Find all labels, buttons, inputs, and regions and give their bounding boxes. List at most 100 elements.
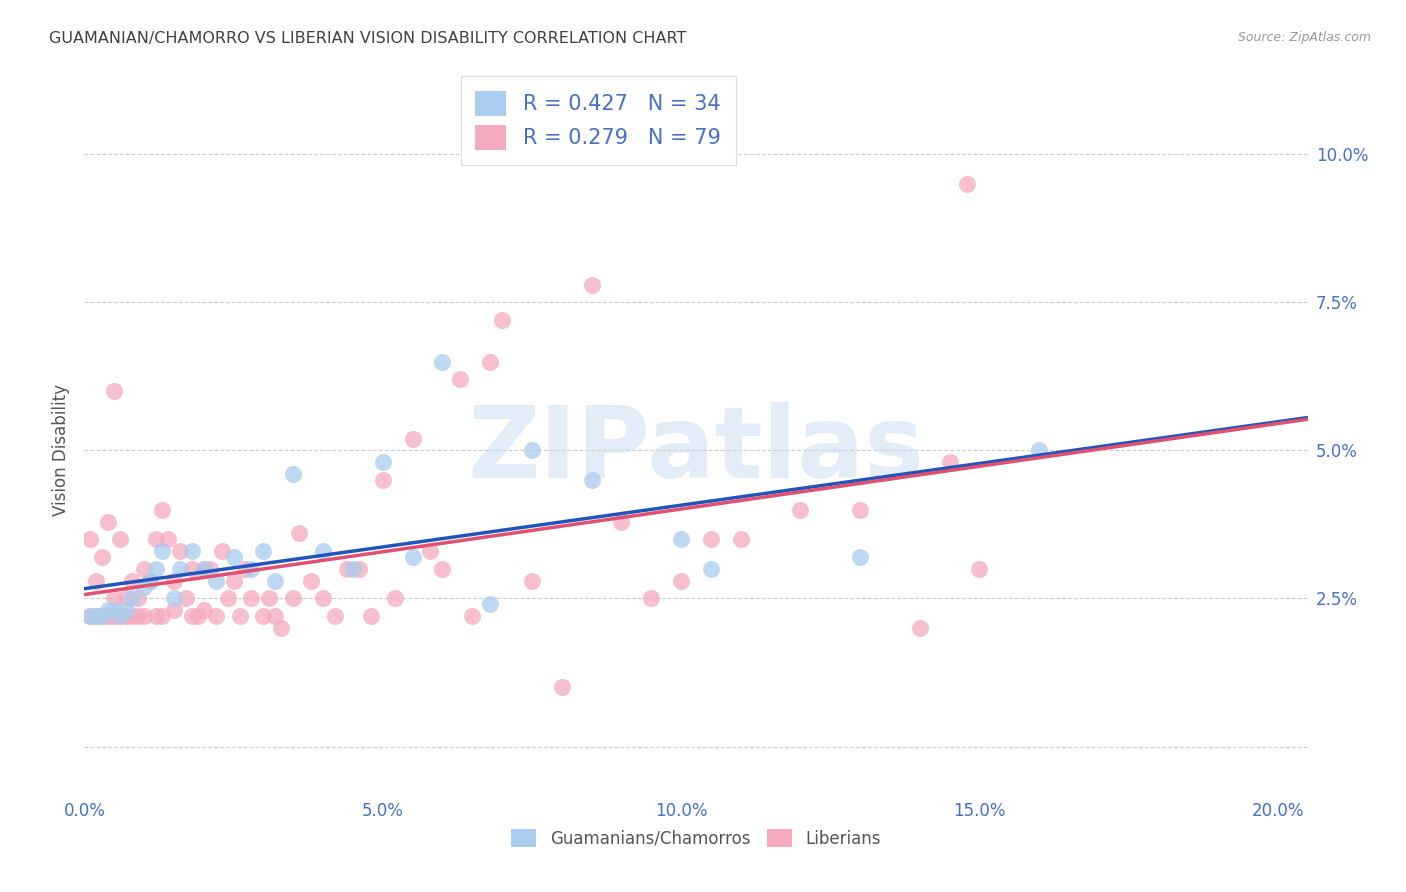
Point xyxy=(115,609,138,624)
Point xyxy=(347,562,370,576)
Point xyxy=(419,544,441,558)
Point xyxy=(91,609,114,624)
Text: ZIPatlas: ZIPatlas xyxy=(468,402,924,499)
Point xyxy=(174,591,197,606)
Point xyxy=(217,591,239,606)
Point xyxy=(108,609,131,624)
Point xyxy=(211,544,233,558)
Point xyxy=(288,526,311,541)
Point xyxy=(103,384,125,399)
Point xyxy=(139,574,162,588)
Point xyxy=(132,609,155,624)
Point xyxy=(222,549,245,564)
Point xyxy=(312,591,335,606)
Point xyxy=(969,562,991,576)
Point xyxy=(115,603,138,617)
Point xyxy=(371,473,394,487)
Point xyxy=(193,562,215,576)
Point xyxy=(669,574,692,588)
Point xyxy=(669,533,692,547)
Point xyxy=(127,609,149,624)
Point xyxy=(108,609,131,624)
Point xyxy=(187,609,209,624)
Point xyxy=(252,609,274,624)
Point xyxy=(283,591,305,606)
Point xyxy=(163,591,186,606)
Point xyxy=(193,603,215,617)
Point xyxy=(97,515,120,529)
Point xyxy=(789,502,811,516)
Point xyxy=(163,603,186,617)
Point xyxy=(461,609,484,624)
Legend: Guamanians/Chamorros, Liberians: Guamanians/Chamorros, Liberians xyxy=(505,822,887,855)
Point xyxy=(132,580,155,594)
Point xyxy=(479,354,502,368)
Point xyxy=(479,598,502,612)
Point xyxy=(240,591,263,606)
Point xyxy=(180,562,202,576)
Point xyxy=(849,549,872,564)
Point xyxy=(1028,443,1050,458)
Point xyxy=(371,455,394,469)
Point xyxy=(700,562,723,576)
Point xyxy=(264,609,287,624)
Point xyxy=(700,533,723,547)
Point xyxy=(79,609,101,624)
Point xyxy=(240,562,263,576)
Point xyxy=(908,621,931,635)
Point xyxy=(283,467,305,482)
Text: GUAMANIAN/CHAMORRO VS LIBERIAN VISION DISABILITY CORRELATION CHART: GUAMANIAN/CHAMORRO VS LIBERIAN VISION DI… xyxy=(49,31,686,46)
Point xyxy=(252,544,274,558)
Point xyxy=(180,609,202,624)
Point xyxy=(849,502,872,516)
Point xyxy=(204,574,226,588)
Point xyxy=(520,574,543,588)
Point xyxy=(491,313,513,327)
Point xyxy=(581,277,603,292)
Point xyxy=(79,609,101,624)
Point xyxy=(115,591,138,606)
Point xyxy=(323,609,346,624)
Point xyxy=(145,609,167,624)
Y-axis label: Vision Disability: Vision Disability xyxy=(52,384,70,516)
Point xyxy=(97,609,120,624)
Point xyxy=(103,603,125,617)
Point xyxy=(449,372,471,386)
Point xyxy=(581,473,603,487)
Point xyxy=(84,609,107,624)
Point xyxy=(342,562,364,576)
Point xyxy=(222,574,245,588)
Point xyxy=(180,544,202,558)
Point xyxy=(551,681,574,695)
Point xyxy=(84,609,107,624)
Point xyxy=(121,609,143,624)
Point xyxy=(432,354,454,368)
Point xyxy=(336,562,359,576)
Point xyxy=(150,502,173,516)
Point xyxy=(401,549,423,564)
Point xyxy=(127,591,149,606)
Point xyxy=(520,443,543,458)
Point xyxy=(312,544,335,558)
Point xyxy=(150,544,173,558)
Point xyxy=(264,574,287,588)
Point xyxy=(121,574,143,588)
Point xyxy=(299,574,322,588)
Point xyxy=(169,562,191,576)
Point xyxy=(163,574,186,588)
Point xyxy=(235,562,257,576)
Point xyxy=(108,533,131,547)
Point xyxy=(91,609,114,624)
Point xyxy=(610,515,633,529)
Point xyxy=(198,562,221,576)
Text: Source: ZipAtlas.com: Source: ZipAtlas.com xyxy=(1237,31,1371,45)
Point xyxy=(640,591,662,606)
Point xyxy=(270,621,292,635)
Point xyxy=(938,455,960,469)
Point xyxy=(150,609,173,624)
Point xyxy=(103,609,125,624)
Point xyxy=(384,591,406,606)
Point xyxy=(956,177,979,191)
Point xyxy=(204,609,226,624)
Point xyxy=(169,544,191,558)
